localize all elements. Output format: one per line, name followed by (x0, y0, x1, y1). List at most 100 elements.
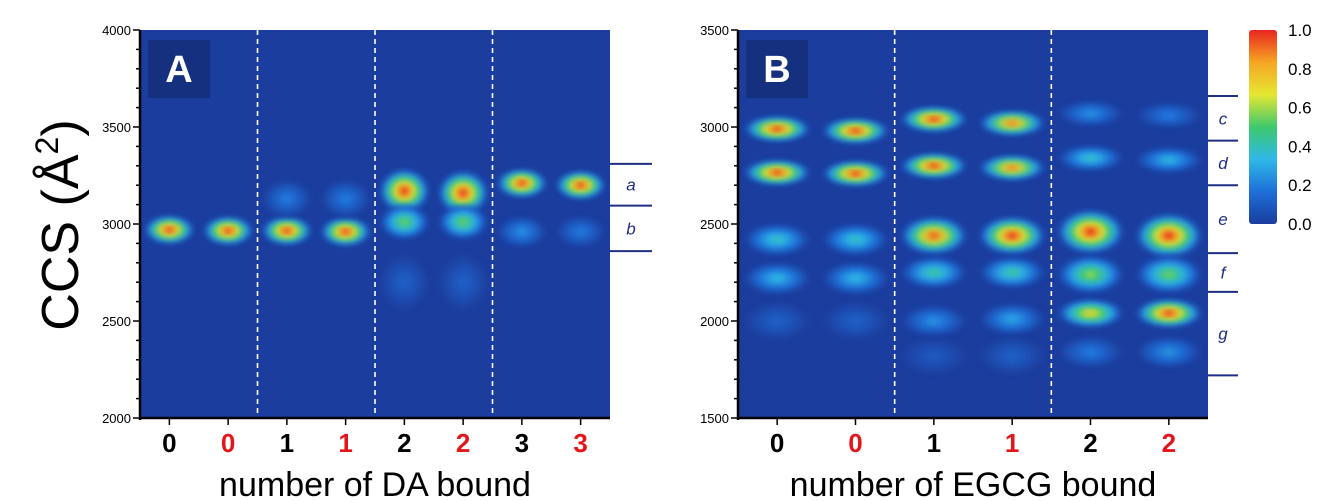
heat-spot (928, 232, 940, 239)
heat-spot (1006, 232, 1018, 239)
colorbar-tick-label: 0.0 (1288, 215, 1312, 234)
heat-spot (576, 182, 585, 188)
heat-spot (1085, 155, 1096, 161)
x-tick-label: 0 (162, 428, 176, 458)
heat-spot (400, 277, 409, 287)
panel-label-box (148, 40, 210, 98)
colorbar-tick-label: 0.6 (1288, 99, 1312, 118)
heat-spot (771, 275, 783, 281)
heat-spot (928, 352, 940, 360)
heat-spot (1163, 349, 1175, 355)
x-tick-label: 2 (397, 428, 411, 458)
y-tick-label: 2500 (700, 217, 729, 232)
heat-spot (928, 117, 940, 122)
heat-spot (459, 219, 468, 225)
x-tick-label: 3 (573, 428, 587, 458)
heat-spot (165, 227, 174, 233)
heat-spot (1006, 352, 1018, 360)
region-label: e (1218, 210, 1227, 229)
x-tick-label: 0 (221, 428, 235, 458)
x-tick-label: 2 (1083, 428, 1097, 458)
heat-spot (576, 229, 585, 235)
colorbar-tick-label: 0.8 (1288, 60, 1312, 79)
heat-spot (517, 229, 526, 235)
x-tick-label: 2 (456, 428, 470, 458)
x-tick-label: 3 (515, 428, 529, 458)
heat-spot (1163, 113, 1175, 118)
heat-spot (1085, 310, 1096, 316)
heat-spot (771, 236, 783, 243)
heat-spot (517, 180, 526, 186)
region-label: f (1221, 264, 1228, 283)
heat-spot (850, 171, 861, 176)
heat-spot (1006, 316, 1018, 322)
region-label: g (1218, 325, 1228, 344)
region-label: a (626, 176, 635, 195)
heat-spot (1085, 349, 1096, 355)
heat-spot (771, 170, 783, 175)
region-label: c (1219, 109, 1228, 128)
heat-spot (282, 228, 291, 234)
heat-spot (1085, 228, 1096, 236)
heat-spot (400, 187, 409, 195)
heat-spot (341, 195, 350, 202)
x-tick-label: 1 (1005, 428, 1019, 458)
y-tick-label: 4000 (102, 23, 131, 38)
x-tick-label: 2 (1162, 428, 1176, 458)
y-tick-label: 1500 (700, 411, 729, 426)
heat-spot (1085, 111, 1096, 116)
heat-spot (459, 189, 468, 197)
heat-spot (1006, 165, 1018, 170)
colorbar-tick-label: 1.0 (1288, 21, 1312, 40)
plot-background (738, 30, 1208, 418)
heat-spot (771, 317, 783, 325)
panel-label: B (763, 49, 790, 91)
heat-spot (282, 195, 291, 202)
x-tick-label: 1 (338, 428, 352, 458)
region-label: d (1218, 154, 1228, 173)
x-axis-label: number of EGCG bound (790, 466, 1157, 502)
y-tick-label: 3500 (700, 23, 729, 38)
y-tick-label: 3000 (700, 120, 729, 135)
heat-spot (928, 318, 940, 324)
heat-spot (850, 317, 861, 325)
colorbar-gradient (1249, 30, 1277, 224)
x-tick-label: 1 (927, 428, 941, 458)
y-tick-label: 3500 (102, 120, 131, 135)
x-tick-label: 0 (848, 428, 862, 458)
heat-spot (341, 229, 350, 235)
region-label: b (626, 219, 635, 238)
panel-label-box (746, 40, 808, 98)
panel-label: A (165, 49, 192, 91)
heat-spot (224, 228, 233, 234)
heat-spot (928, 269, 940, 276)
panel-a: 2000 2500 3000 3500 4000 0 0 1 1 2 2 3 3 number of DA… (102, 23, 652, 502)
heat-spot (400, 219, 409, 225)
x-axis-label: number of DA bound (219, 466, 531, 502)
heatmap-spots (744, 101, 1202, 375)
heat-spot (459, 277, 468, 287)
heat-spot (1085, 271, 1096, 278)
heat-spot (1163, 157, 1175, 163)
heat-spot (850, 236, 861, 243)
heatmap-spots (144, 169, 606, 311)
colorbar-tick-label: 0.2 (1288, 176, 1312, 195)
x-tick-label: 0 (770, 428, 784, 458)
heat-spot (771, 126, 783, 132)
y-axis-title: CCS (Å2) (29, 119, 90, 330)
heat-spot (1006, 121, 1018, 126)
y-tick-label: 2000 (700, 314, 729, 329)
heat-spot (1163, 310, 1175, 316)
y-tick-label: 3000 (102, 217, 131, 232)
x-tick-label: 1 (280, 428, 294, 458)
colorbar-tick-label: 0.4 (1288, 137, 1312, 156)
y-tick-label: 2000 (102, 411, 131, 426)
heat-spot (850, 275, 861, 281)
heat-spot (850, 128, 861, 133)
y-tick-label: 2500 (102, 314, 131, 329)
heat-spot (1163, 232, 1175, 240)
heat-spot (1163, 271, 1175, 278)
heat-spot (1006, 269, 1018, 276)
